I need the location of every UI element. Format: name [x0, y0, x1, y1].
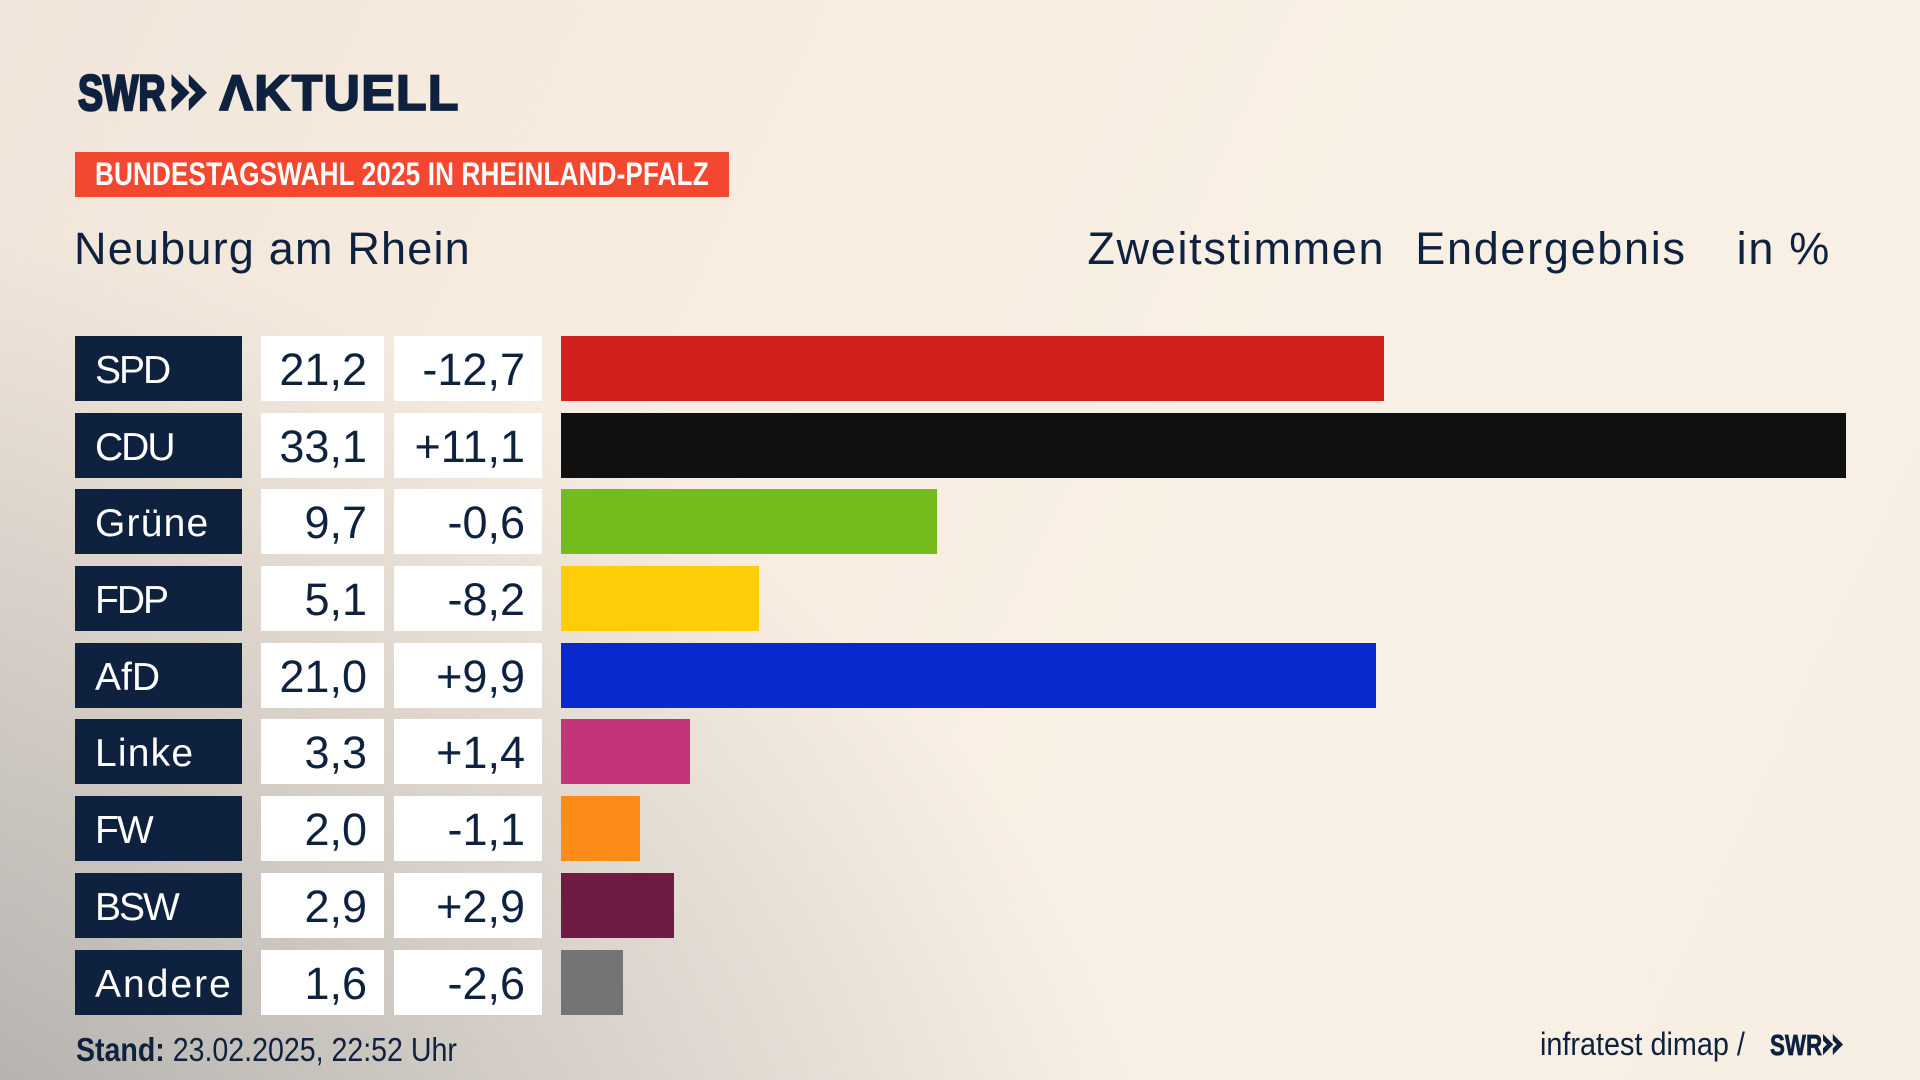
svg-text:SWR: SWR — [78, 70, 165, 114]
svg-text:ΛKTUELL: ΛKTUELL — [220, 70, 460, 114]
